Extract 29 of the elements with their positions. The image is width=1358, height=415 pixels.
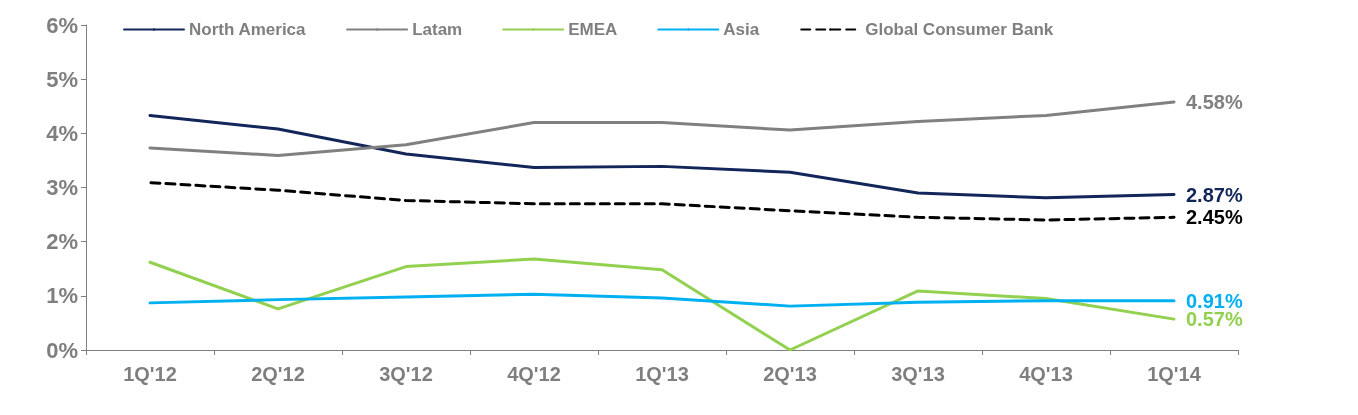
y-tick-label: 2% (46, 229, 78, 255)
y-tick-label: 1% (46, 283, 78, 309)
y-tick-label: 6% (46, 12, 78, 38)
x-tick-label: 2Q'13 (763, 363, 817, 385)
x-tick-label: 3Q'13 (891, 363, 945, 385)
legend-label: Latam (412, 20, 463, 39)
y-tick-label: 3% (46, 175, 78, 200)
legend-label: Asia (723, 20, 760, 39)
data-label: 2.45% (1186, 206, 1243, 229)
line-series (148, 292, 1176, 308)
y-tick-label: 0% (46, 337, 78, 363)
x-tick-label: 3Q'12 (379, 363, 433, 385)
x-tick-label: 4Q'12 (507, 363, 561, 385)
data-label: 2.87% (1186, 183, 1243, 206)
legend-label: EMEA (568, 20, 618, 39)
x-tick-label: 2Q'12 (251, 363, 305, 385)
x-tick-label: 1Q'13 (635, 363, 689, 385)
legend-label: North America (189, 20, 307, 39)
legend-label: Global Consumer Bank (865, 20, 1054, 39)
line-series (148, 100, 1176, 158)
line-series (148, 257, 1176, 352)
x-tick-label: 4Q'13 (1019, 363, 1073, 385)
line-series (148, 181, 1176, 222)
y-tick-label: 4% (46, 120, 78, 146)
x-tick-label: 1Q'14 (1147, 363, 1202, 385)
data-label: 4.58% (1186, 90, 1243, 113)
y-tick-label: 5% (46, 66, 78, 92)
line-series (148, 113, 1176, 200)
x-tick-label: 1Q'12 (123, 363, 177, 385)
